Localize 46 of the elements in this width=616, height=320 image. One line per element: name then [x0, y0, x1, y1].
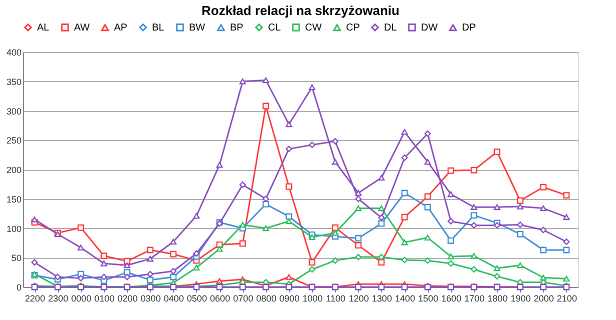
y-tick-label: 250: [6, 136, 22, 146]
x-tick-label: 2000: [534, 294, 554, 304]
x-tick-label: 0300: [140, 294, 161, 304]
legend-label: DW: [421, 22, 438, 34]
x-tick-label: 0900: [279, 294, 300, 304]
legend-label: CW: [305, 22, 322, 34]
y-tick-label: 100: [6, 224, 22, 234]
x-tick-label: 0500: [186, 294, 207, 304]
x-tick-label: 2100: [556, 294, 577, 304]
legend-label: AL: [37, 22, 50, 34]
x-tick-label: 2200: [25, 294, 46, 304]
y-tick-label: 150: [6, 194, 22, 204]
legend-label: DP: [462, 22, 476, 34]
legend-label: CL: [268, 22, 282, 34]
x-tick-label: 1600: [441, 294, 462, 304]
legend-label: BL: [152, 22, 165, 34]
x-tick-label: 0400: [164, 294, 184, 304]
x-tick-label: 0800: [256, 294, 276, 304]
chart-title: Rozkład relacji na skrzyżowaniu: [202, 3, 400, 18]
x-tick-label: 2300: [48, 294, 68, 304]
y-tick-label: 200: [6, 165, 22, 175]
x-tick-label: 0000: [71, 294, 92, 304]
x-tick-label: 0100: [94, 294, 114, 304]
x-tick-label: 0600: [210, 294, 230, 304]
x-tick-label: 1100: [326, 294, 346, 304]
x-tick-label: 1700: [464, 294, 484, 304]
y-tick-label: 300: [6, 106, 22, 116]
x-tick-label: 1200: [348, 294, 369, 304]
x-tick-label: 0200: [118, 294, 138, 304]
legend-label: CP: [346, 22, 360, 34]
y-tick-label: 50: [11, 253, 22, 264]
x-tick-label: 1300: [372, 294, 392, 304]
legend-label: BW: [189, 22, 206, 34]
x-tick-label: 1000: [302, 294, 323, 304]
y-tick-label: 0: [16, 282, 22, 292]
y-tick-label: 350: [6, 76, 22, 87]
x-tick-label: 1400: [395, 294, 416, 304]
x-tick-label: 1800: [488, 294, 508, 304]
y-tick-label: 400: [6, 48, 22, 58]
x-tick-label: 1500: [418, 294, 438, 304]
legend-label: BP: [230, 22, 244, 34]
legend-label: DL: [384, 22, 398, 34]
x-tick-label: 0700: [233, 294, 254, 304]
legend-label: AW: [74, 22, 90, 34]
x-tick-label: 1900: [510, 294, 531, 304]
legend-label: AP: [114, 22, 128, 34]
